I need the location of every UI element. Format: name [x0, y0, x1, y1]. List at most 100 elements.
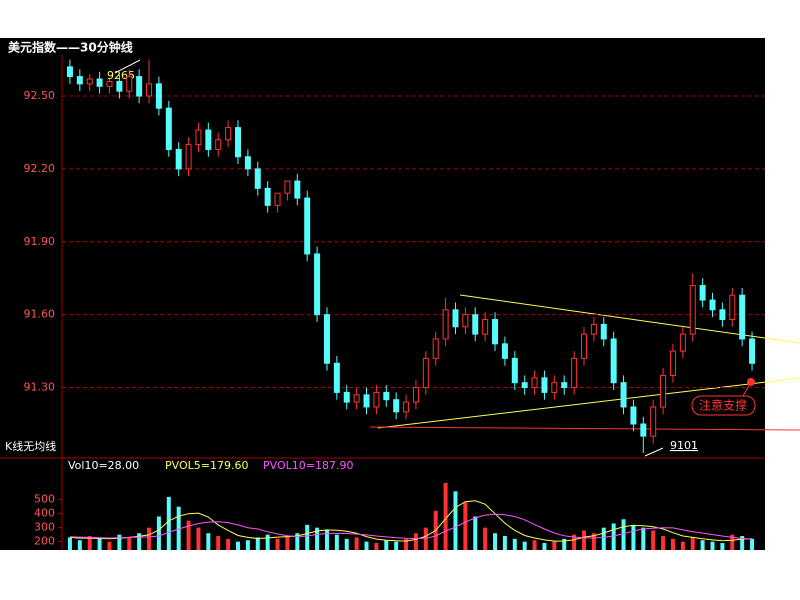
volume-bar [670, 538, 675, 550]
candle-body [571, 357, 578, 389]
candle-body [729, 294, 736, 321]
volume-bar [245, 540, 250, 550]
candle-body [630, 406, 637, 425]
volume-bar [295, 533, 300, 550]
support-dot [747, 378, 755, 386]
candle-body [600, 323, 607, 340]
volume-bar [720, 543, 725, 550]
candle-body [482, 319, 489, 335]
candle-body [274, 192, 281, 206]
candle-body [393, 399, 400, 413]
candle-body [126, 76, 133, 92]
volume-bar [680, 541, 685, 550]
trend-line [377, 377, 800, 429]
volume-bar [641, 527, 646, 550]
volume-bar [562, 538, 567, 550]
volume-bar [532, 540, 537, 550]
candle-body [551, 382, 558, 393]
candle-body [343, 391, 350, 403]
volume-bar [166, 496, 171, 550]
volume-bar [384, 540, 389, 550]
candle-body [96, 78, 103, 87]
legend-entry: PVOL5=179.60 [165, 459, 248, 472]
y-tick-label: 91.90 [24, 235, 56, 248]
candle-body [492, 319, 499, 345]
candle-body [294, 180, 301, 199]
y-tick-label: 300 [34, 521, 55, 534]
volume-bar [186, 520, 191, 550]
candle-body [412, 387, 419, 403]
volume-bar [117, 534, 122, 550]
panel-label: K线无均线 [5, 439, 56, 453]
volume-bar [651, 530, 656, 550]
candle-body [185, 144, 192, 170]
volume-bar [324, 530, 329, 550]
y-tick-label: 91.60 [24, 308, 56, 321]
volume-bar [740, 536, 745, 550]
candle-body [66, 66, 73, 78]
candle-body [323, 314, 330, 364]
pointer-line [644, 447, 664, 457]
candle-body [106, 80, 113, 87]
candle-body [610, 338, 617, 384]
y-tick-label: 92.20 [24, 162, 56, 175]
candle-body [590, 323, 597, 335]
y-tick-label: 500 [34, 493, 55, 506]
y-tick-label: 92.50 [24, 89, 56, 102]
volume-bar [601, 527, 606, 550]
volume-bar [236, 541, 240, 550]
volume-ma-line [69, 513, 753, 540]
candle-body [541, 377, 548, 393]
candle-body [284, 180, 291, 194]
volume-bar [107, 541, 112, 550]
candle-body [620, 382, 627, 408]
legend-entry: PVOL10=187.90 [263, 459, 353, 472]
candle-body [669, 350, 676, 376]
volume-bar [87, 536, 92, 550]
volume-bar [483, 527, 488, 550]
candle-body [581, 333, 587, 359]
candle-body [403, 401, 410, 413]
volume-bar [206, 533, 211, 550]
volume-bar [305, 524, 310, 550]
volume-bar [265, 534, 270, 550]
candle-body [472, 314, 479, 335]
volume-bar [631, 524, 636, 550]
volume-bar [97, 538, 102, 550]
candle-body [155, 83, 162, 109]
y-tick-label: 400 [34, 507, 55, 520]
candle-body [561, 382, 568, 389]
volume-bar [552, 541, 557, 550]
volume-bar [374, 543, 379, 550]
candle-body [521, 382, 528, 389]
candle-body [739, 294, 746, 340]
volume-bar [423, 527, 428, 550]
candle-body [264, 187, 271, 206]
candle-body [363, 394, 370, 408]
candle-body [235, 127, 241, 158]
volume-bar [77, 540, 82, 550]
candle-body [314, 253, 321, 316]
volume-bar [226, 538, 231, 550]
candle-body [462, 314, 469, 328]
background [0, 38, 765, 550]
volume-bar [542, 543, 547, 550]
volume-bar [750, 538, 755, 550]
volume-label: Vol10=28.00 [68, 459, 139, 472]
support-annotation: 注意支撑 [699, 398, 747, 413]
volume-bar [404, 538, 409, 550]
candle-body [304, 197, 311, 255]
candle-body [146, 83, 153, 97]
candle-body [442, 309, 449, 340]
candle-body [116, 80, 123, 92]
candle-body [373, 391, 380, 408]
volume-ma-line [69, 500, 753, 542]
support-box [691, 395, 756, 416]
volume-bar [661, 536, 666, 550]
candle-body [640, 423, 647, 437]
candle-body [679, 333, 686, 352]
volume-bar [255, 537, 260, 550]
volume-bar [127, 537, 132, 550]
volume-bar [334, 534, 339, 550]
